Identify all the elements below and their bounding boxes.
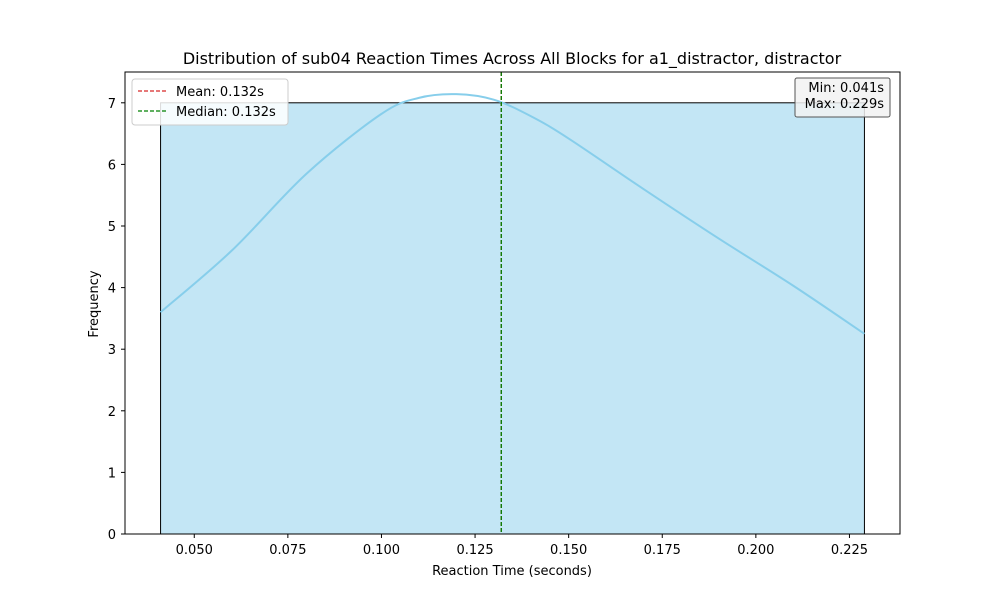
stats-line: Min: 0.041s	[808, 81, 884, 96]
legend-box	[131, 78, 289, 126]
plot-area: 0.050 0.075 0.100 0.125 0.150 0.175 0.200 0.225…	[108, 71, 901, 558]
y-tick-label: 5	[108, 220, 116, 235]
x-tick-label: 0.125	[456, 543, 493, 558]
y-axis-label: Frequency	[87, 270, 102, 337]
x-tick-label: 0.075	[269, 543, 306, 558]
y-tick-label: 7	[108, 97, 116, 112]
stats-box-frame	[794, 77, 891, 118]
chart-title: Distribution of sub04 Reaction Times Acr…	[183, 49, 842, 69]
histogram-bar	[160, 102, 865, 535]
x-tick-label: 0.175	[644, 543, 681, 558]
stats-line: Max: 0.229s	[805, 97, 885, 112]
y-tick-label: 3	[108, 343, 116, 358]
legend-entry: Median: 0.132s	[176, 105, 276, 120]
x-tick-label: 0.100	[363, 543, 400, 558]
x-tick-label: 0.225	[831, 543, 868, 558]
x-tick-label: 0.150	[550, 543, 587, 558]
legend-entry: Mean: 0.132s	[176, 85, 264, 100]
y-tick-label: 2	[108, 405, 116, 420]
y-tick-label: 1	[108, 466, 116, 481]
axes-frame	[124, 71, 901, 535]
x-tick-label: 0.050	[176, 543, 213, 558]
x-axis-label: Reaction Time (seconds)	[432, 564, 592, 579]
x-tick-label: 0.200	[737, 543, 774, 558]
y-tick-label: 6	[108, 158, 116, 173]
y-tick-label: 0	[108, 528, 116, 543]
y-tick-label: 4	[108, 282, 116, 297]
legend: Mean: 0.132s Median: 0.132s	[131, 78, 289, 126]
kde-curve	[159, 93, 865, 335]
